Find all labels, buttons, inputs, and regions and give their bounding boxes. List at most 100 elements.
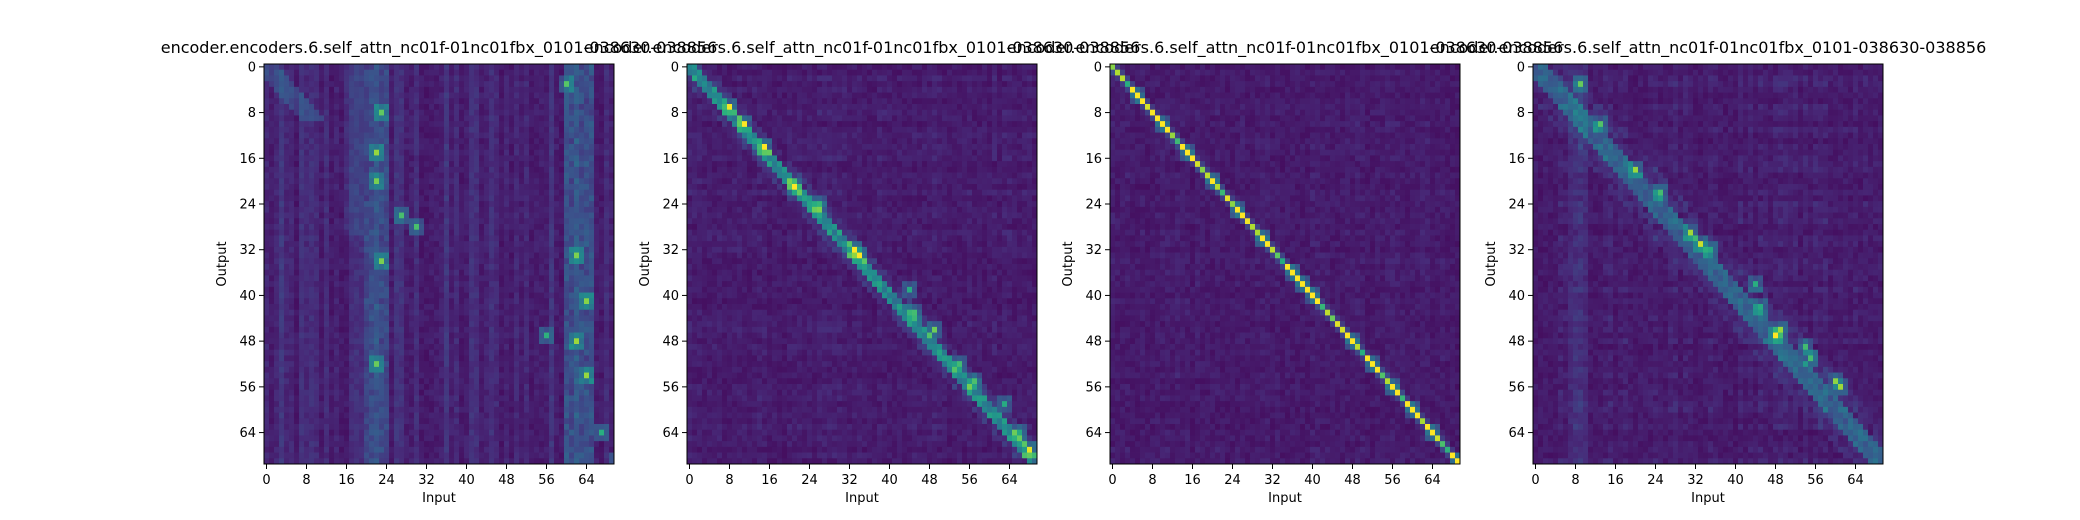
heatmap-cell [544,292,550,299]
heatmap-cell [344,144,350,151]
heatmap-cell [289,275,295,282]
heatmap-cell [534,435,540,442]
heatmap-cell [409,149,415,156]
heatmap-cell [519,378,525,385]
heatmap-cell [369,412,375,419]
heatmap-cell [504,412,510,419]
heatmap-cell [289,126,295,133]
heatmap-cell [409,389,415,396]
heatmap-cell [539,132,545,139]
heatmap-cell [574,441,580,448]
heatmap-cell [269,224,275,231]
heatmap-cell [927,64,933,71]
heatmap-cell [862,64,868,71]
heatmap-cell [264,149,270,156]
heatmap-cell [539,298,545,305]
heatmap-cell [304,166,310,173]
heatmap-cell [524,258,530,265]
heatmap-cell [324,241,330,248]
heatmap-cell [524,275,530,282]
heatmap-cell [439,446,445,453]
heatmap-cell [554,189,560,196]
heatmap-cell [289,206,295,213]
heatmap-cell [549,452,555,459]
heatmap-cell [344,115,350,122]
heatmap-cell [454,212,460,219]
heatmap-cell [559,366,565,373]
heatmap-cell [564,155,570,162]
heatmap-cell [314,292,320,299]
heatmap-cell [559,195,565,202]
heatmap-cell [374,115,380,122]
heatmap-cell [344,126,350,133]
heatmap-cell [409,458,415,465]
heatmap-cell [569,166,575,173]
heatmap-cell [319,441,325,448]
heatmap-cell [599,189,605,196]
heatmap-cell [429,98,435,105]
heatmap-cell [324,178,330,185]
heatmap-cell [579,332,585,339]
heatmap-cell [727,64,733,71]
heatmap-cell [544,229,550,236]
heatmap-cell [589,429,595,436]
heatmap-cell [504,366,510,373]
heatmap-cell [434,229,440,236]
heatmap-cell [549,155,555,162]
heatmap-cell [364,452,370,459]
heatmap-cell [574,138,580,145]
heatmap-cell [329,355,335,362]
heatmap-cell [559,298,565,305]
heatmap-cell [489,361,495,368]
heatmap-cell [584,315,590,322]
heatmap-cell [404,355,410,362]
heatmap-cell [434,281,440,288]
heatmap-cell [584,424,590,431]
heatmap-cell [329,292,335,299]
heatmap-cell [414,406,420,413]
heatmap-cell [314,395,320,402]
heatmap-cell [609,201,615,208]
heatmap-cell [584,166,590,173]
heatmap-cell [409,166,415,173]
heatmap-cell [359,121,365,128]
heatmap-cell [339,286,345,293]
heatmap-cell [489,281,495,288]
heatmap-cell [319,166,325,173]
heatmap-cell [304,292,310,299]
heatmap-cell [299,344,305,351]
heatmap-cell [584,344,590,351]
heatmap-cell [339,235,345,242]
heatmap-cell [389,332,395,339]
heatmap-cell [454,121,460,128]
heatmap-cell [299,212,305,219]
heatmap-cell [489,412,495,419]
heatmap-cell [369,241,375,248]
heatmap-cell [534,69,540,76]
heatmap-cell [299,246,305,253]
heatmap-cell [364,269,370,276]
heatmap-cell [414,246,420,253]
heatmap-cell [284,406,290,413]
heatmap-cell [324,189,330,196]
heatmap-cell [494,275,500,282]
heatmap-cell [494,166,500,173]
heatmap-cell [349,372,355,379]
heatmap-cell [569,349,575,356]
heatmap-cell [594,212,600,219]
heatmap-cell [369,384,375,391]
heatmap-cell [609,366,615,373]
heatmap-cell [494,349,500,356]
heatmap-cell [389,166,395,173]
heatmap-cell [559,252,565,259]
heatmap-cell [589,138,595,145]
heatmap-cell [559,389,565,396]
heatmap-cell [489,224,495,231]
heatmap-cell [484,104,490,111]
heatmap-cell [469,326,475,333]
heatmap-cell [374,138,380,145]
heatmap-cell [569,69,575,76]
heatmap-cell [314,161,320,168]
heatmap-cell [354,338,360,345]
heatmap-cell [464,286,470,293]
